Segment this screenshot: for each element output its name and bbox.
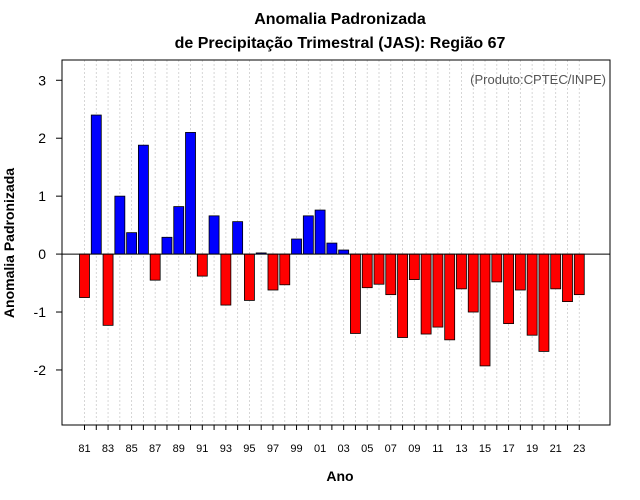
grid-lines [84,60,580,425]
bar-91 [196,253,208,277]
bar-95 [244,253,255,301]
y-tick-label: 1 [38,188,46,204]
bar-19 [526,253,538,336]
bar-10 [420,253,432,335]
x-tick-label: 99 [290,443,302,455]
x-tick-label: 09 [408,443,420,455]
bar-85 [126,232,138,255]
x-tick-label: 89 [173,443,185,455]
bar-23 [573,253,585,296]
bar-90 [185,132,196,255]
bar-88 [161,236,173,255]
y-tick-label: 0 [38,246,46,262]
bar-05 [361,253,373,289]
chart-title-line1: Anomalia Padronizada [254,11,426,28]
bar-17 [503,253,514,325]
x-tick-label: 95 [243,443,255,455]
x-tick-label: 05 [361,443,373,455]
y-axis-label: Anomalia Padronizada [1,168,17,318]
bar-84 [114,195,126,255]
x-tick-label: 01 [314,443,326,455]
y-tick-label: 2 [38,130,46,146]
bar-02 [326,242,338,255]
bar-01 [314,209,326,255]
x-tick-label: 07 [385,443,397,455]
bar-86 [137,144,149,255]
bar-09 [408,253,420,280]
x-axis-ticks: 81 83 85 87 89 91 93 95 97 99 01 03 05 07 09 11 13 15 17 19… [78,425,585,455]
x-axis-label: Ano [326,468,353,484]
x-tick-label: 87 [149,443,161,455]
bar-04 [350,253,361,334]
bar-81 [79,253,90,298]
bar-22 [562,253,573,302]
bar-93 [220,253,232,306]
x-tick-label: 13 [455,443,467,455]
y-tick-label: -1 [34,304,47,320]
bar-14 [467,253,479,313]
bar-87 [149,253,161,281]
chart-title-line2: de Precipitação Trimestral (JAS): Região… [175,35,506,52]
x-tick-label: 11 [432,443,443,455]
bar-97 [267,253,279,291]
x-tick-label: 03 [338,443,350,455]
bar-03 [338,249,350,255]
bar-21 [550,253,562,290]
x-tick-label: 15 [479,443,491,455]
x-tick-label: 81 [78,443,90,455]
y-tick-label: -2 [34,362,47,378]
bar-99 [291,238,302,255]
bar-16 [491,253,503,283]
bar-18 [514,253,526,291]
bar-83 [102,253,114,326]
x-tick-label: 91 [196,443,208,455]
bar-20 [538,253,550,352]
bar-06 [373,253,385,285]
bar-07 [385,253,397,296]
bar-11 [432,253,444,328]
bars [79,114,585,367]
x-tick-label: 21 [550,443,562,455]
x-tick-label: 83 [102,443,114,455]
x-tick-label: 17 [502,443,514,455]
bar-89 [173,206,185,255]
plot-frame [61,59,611,426]
bar-13 [456,253,467,290]
bar-08 [397,253,408,338]
bar-00 [302,215,314,255]
x-tick-label: 85 [125,443,137,455]
bar-94 [232,221,244,255]
x-tick-label: 23 [573,443,585,455]
bar-12 [444,253,456,341]
bar-98 [279,253,291,286]
bar-82 [90,114,102,255]
bar-92 [208,215,220,255]
bar-15 [479,253,491,367]
x-tick-label: 19 [526,443,538,455]
x-tick-label: 93 [220,443,232,455]
credit-label: (Produto:CPTEC/INPE) [470,72,606,87]
x-tick-label: 97 [267,443,279,455]
y-axis-ticks: -2 -1 0 1 2 3 [34,72,62,378]
y-tick-label: 3 [38,72,46,88]
